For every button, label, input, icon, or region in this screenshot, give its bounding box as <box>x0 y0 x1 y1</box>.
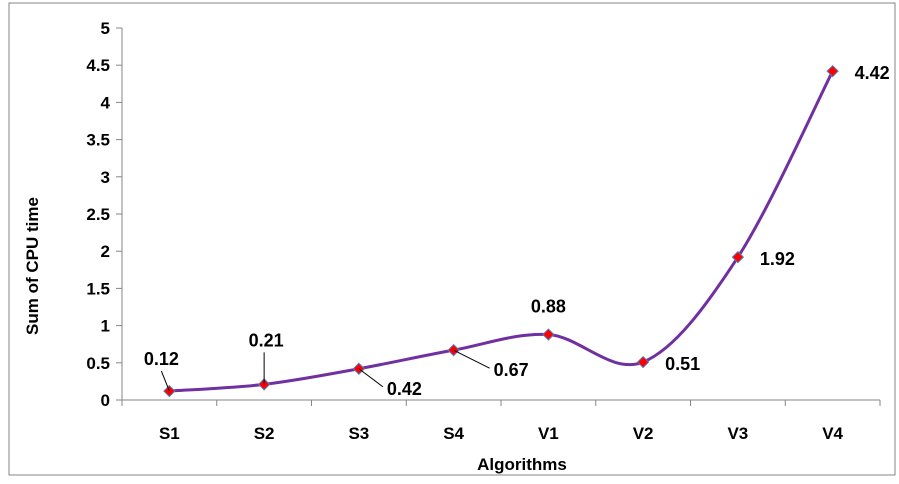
data-point-v4 <box>826 64 839 78</box>
data-label-s4: 0.67 <box>494 360 529 380</box>
x-tick-label-v4: V4 <box>822 424 843 443</box>
data-point-v2 <box>636 355 650 369</box>
y-tick-label: 5 <box>101 19 110 38</box>
data-label-leader <box>358 368 384 388</box>
y-tick-label: 4.5 <box>86 56 110 75</box>
x-tick-label-v1: V1 <box>538 424 559 443</box>
data-label-v4: 4.42 <box>855 63 890 83</box>
x-axis: S1 S2 S3 S4 V1 V2 V3 V4 <box>121 399 881 443</box>
x-axis-title: Algorithms <box>477 455 567 474</box>
x-tick-label-s2: S2 <box>254 424 275 443</box>
data-label-v1: 0.88 <box>531 297 566 317</box>
y-axis-title: Sum of CPU time <box>23 197 42 335</box>
x-tick-label-v3: V3 <box>727 424 748 443</box>
y-tick-label: 0 <box>101 391 110 410</box>
y-tick-label: 4 <box>101 93 111 112</box>
chart-frame <box>8 2 896 476</box>
y-tick-label: 3.5 <box>86 131 110 150</box>
x-tick-label-v2: V2 <box>633 424 654 443</box>
y-axis: 0 0.5 1 1.5 2 2.5 3 3.5 4 4.5 5 <box>86 19 123 410</box>
y-tick-label: 1 <box>101 317 110 336</box>
data-point-v3 <box>731 250 745 264</box>
data-point-v1 <box>542 328 555 341</box>
x-tick-label-s3: S3 <box>348 424 369 443</box>
y-tick-label: 0.5 <box>86 354 110 373</box>
data-label-v3: 1.92 <box>760 249 795 269</box>
y-tick-label: 2 <box>101 242 110 261</box>
data-label-leader <box>453 349 490 369</box>
data-labels-group: 0.12 0.21 0.42 0.67 0.88 0.51 1.92 4.42 <box>144 63 890 399</box>
y-tick-label: 3 <box>101 168 110 187</box>
data-label-v2: 0.51 <box>665 354 700 374</box>
x-tick-label-s1: S1 <box>159 424 180 443</box>
x-tick-label-s4: S4 <box>443 424 464 443</box>
data-label-s2: 0.21 <box>249 330 284 350</box>
data-label-leader <box>160 370 170 392</box>
data-label-s3: 0.42 <box>387 379 422 399</box>
y-tick-label: 2.5 <box>86 205 110 224</box>
y-tick-label: 1.5 <box>86 279 110 298</box>
data-label-s1: 0.12 <box>144 349 179 369</box>
